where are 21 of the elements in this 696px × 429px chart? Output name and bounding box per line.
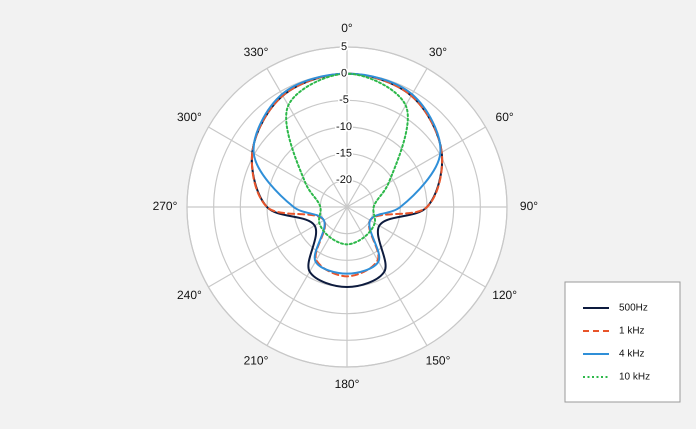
legend-label: 1 kHz xyxy=(619,326,645,337)
spoke-label: 180° xyxy=(334,377,360,392)
legend-label: 4 kHz xyxy=(619,348,645,360)
y-tick-label: -5 xyxy=(339,94,349,106)
spoke-label: 210° xyxy=(244,353,269,368)
spoke-label: 0° xyxy=(341,21,353,36)
y-tick-label: -10 xyxy=(336,120,352,133)
spoke-label: 240° xyxy=(176,288,202,302)
spoke-label: 60° xyxy=(496,110,514,124)
spoke-label: 270° xyxy=(152,199,178,214)
spoke-label: 120° xyxy=(492,288,518,302)
legend-label: 10 kHz xyxy=(619,372,650,383)
y-tick-label: -20 xyxy=(336,174,352,186)
spoke-label: 150° xyxy=(426,353,451,368)
spoke-label: 330° xyxy=(244,45,269,60)
y-tick-label: -15 xyxy=(336,148,352,160)
y-tick-label: 5 xyxy=(340,40,348,53)
spoke-label: 90° xyxy=(520,199,538,214)
spoke-label: 300° xyxy=(176,110,202,124)
legend-label: 500Hz xyxy=(619,302,648,314)
spoke-label: 30° xyxy=(428,45,448,60)
